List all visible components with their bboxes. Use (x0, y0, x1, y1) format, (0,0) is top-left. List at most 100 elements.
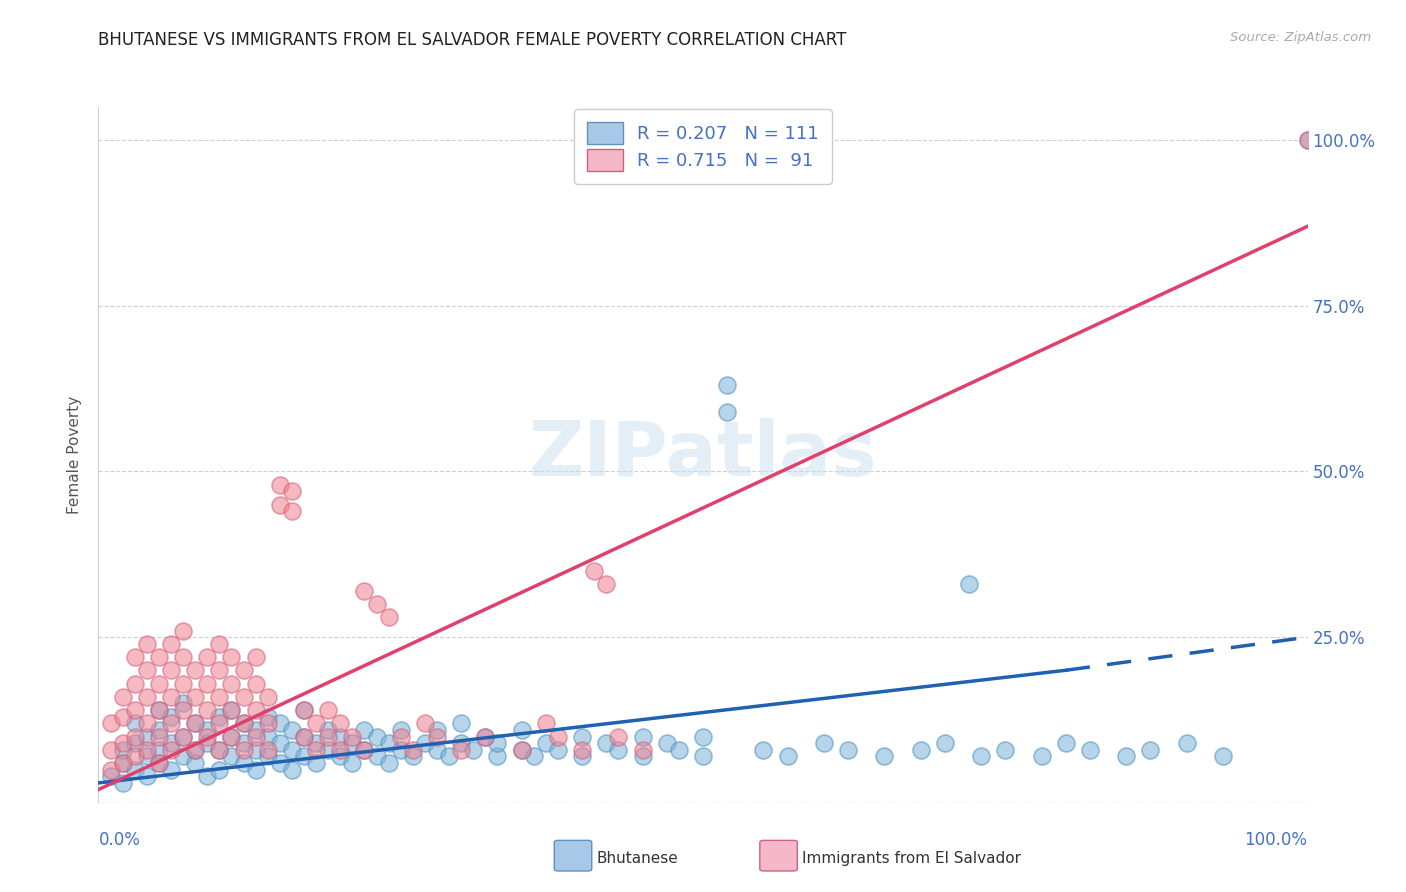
Point (353, 723, 375, 737)
Point (135, 743, 157, 757)
Point (389, 743, 412, 757)
Text: ZIPatlas: ZIPatlas (529, 418, 877, 491)
Point (148, 723, 170, 737)
Point (111, 743, 134, 757)
Point (148, 756, 170, 770)
Point (111, 736, 134, 750)
Point (208, 637, 231, 651)
Point (607, 730, 630, 744)
Point (184, 716, 207, 731)
Point (184, 756, 207, 770)
Point (195, 650, 218, 665)
Point (160, 637, 183, 651)
Point (232, 663, 254, 677)
Point (172, 703, 194, 717)
Point (135, 637, 157, 651)
Point (100, 743, 122, 757)
Point (292, 703, 315, 717)
Point (256, 743, 278, 757)
Point (510, 743, 533, 757)
Point (571, 730, 593, 744)
Point (1078, 743, 1101, 757)
Point (316, 723, 339, 737)
Point (269, 736, 291, 750)
Point (305, 756, 328, 770)
Point (292, 730, 315, 744)
Point (111, 690, 134, 704)
Point (534, 736, 557, 750)
Point (305, 743, 328, 757)
Point (208, 690, 231, 704)
Point (281, 484, 304, 499)
Point (184, 690, 207, 704)
Point (547, 743, 569, 757)
Point (148, 756, 170, 770)
Point (595, 577, 617, 591)
Point (292, 703, 315, 717)
Point (111, 756, 134, 770)
Point (184, 663, 207, 677)
Point (124, 730, 146, 744)
Point (994, 743, 1017, 757)
Point (172, 730, 194, 744)
Point (111, 776, 134, 790)
Point (221, 749, 243, 764)
Point (245, 743, 267, 757)
Point (184, 716, 207, 731)
Point (135, 730, 157, 744)
Text: BHUTANESE VS IMMIGRANTS FROM EL SALVADOR FEMALE POVERTY CORRELATION CHART: BHUTANESE VS IMMIGRANTS FROM EL SALVADOR… (98, 31, 846, 49)
Point (292, 730, 315, 744)
Point (316, 743, 339, 757)
Point (221, 650, 243, 665)
FancyBboxPatch shape (759, 840, 797, 871)
Point (510, 743, 533, 757)
Point (221, 703, 243, 717)
Point (716, 405, 738, 419)
Point (450, 716, 472, 731)
Point (232, 743, 254, 757)
Point (221, 703, 243, 717)
Point (583, 564, 606, 578)
Point (245, 723, 267, 737)
Point (172, 650, 194, 665)
Point (655, 736, 678, 750)
Point (172, 697, 194, 711)
Point (486, 749, 509, 764)
Point (195, 769, 218, 783)
Point (402, 743, 425, 757)
Point (135, 663, 157, 677)
Point (776, 749, 799, 764)
Text: Source: ZipAtlas.com: Source: ZipAtlas.com (1230, 31, 1371, 45)
Point (305, 736, 328, 750)
Point (342, 736, 364, 750)
Point (342, 756, 364, 770)
Text: Immigrants from El Salvador: Immigrants from El Salvador (803, 851, 1021, 866)
Point (221, 730, 243, 744)
FancyBboxPatch shape (554, 840, 592, 871)
Text: 0.0%: 0.0% (98, 830, 141, 848)
Point (366, 730, 388, 744)
Point (100, 716, 122, 731)
Text: Bhutanese: Bhutanese (596, 851, 678, 866)
Point (353, 583, 375, 598)
Point (208, 716, 231, 731)
Point (316, 730, 339, 744)
Point (377, 756, 399, 770)
Point (752, 743, 775, 757)
Point (510, 723, 533, 737)
Point (208, 709, 231, 723)
Point (245, 763, 267, 777)
Point (172, 624, 194, 638)
Point (474, 730, 496, 744)
Point (353, 743, 375, 757)
Point (342, 730, 364, 744)
Point (208, 743, 231, 757)
Point (256, 749, 278, 764)
Point (148, 650, 170, 665)
Point (195, 703, 218, 717)
Point (1031, 749, 1053, 764)
Point (245, 703, 267, 717)
Point (329, 749, 352, 764)
Point (957, 577, 980, 591)
Point (148, 703, 170, 717)
